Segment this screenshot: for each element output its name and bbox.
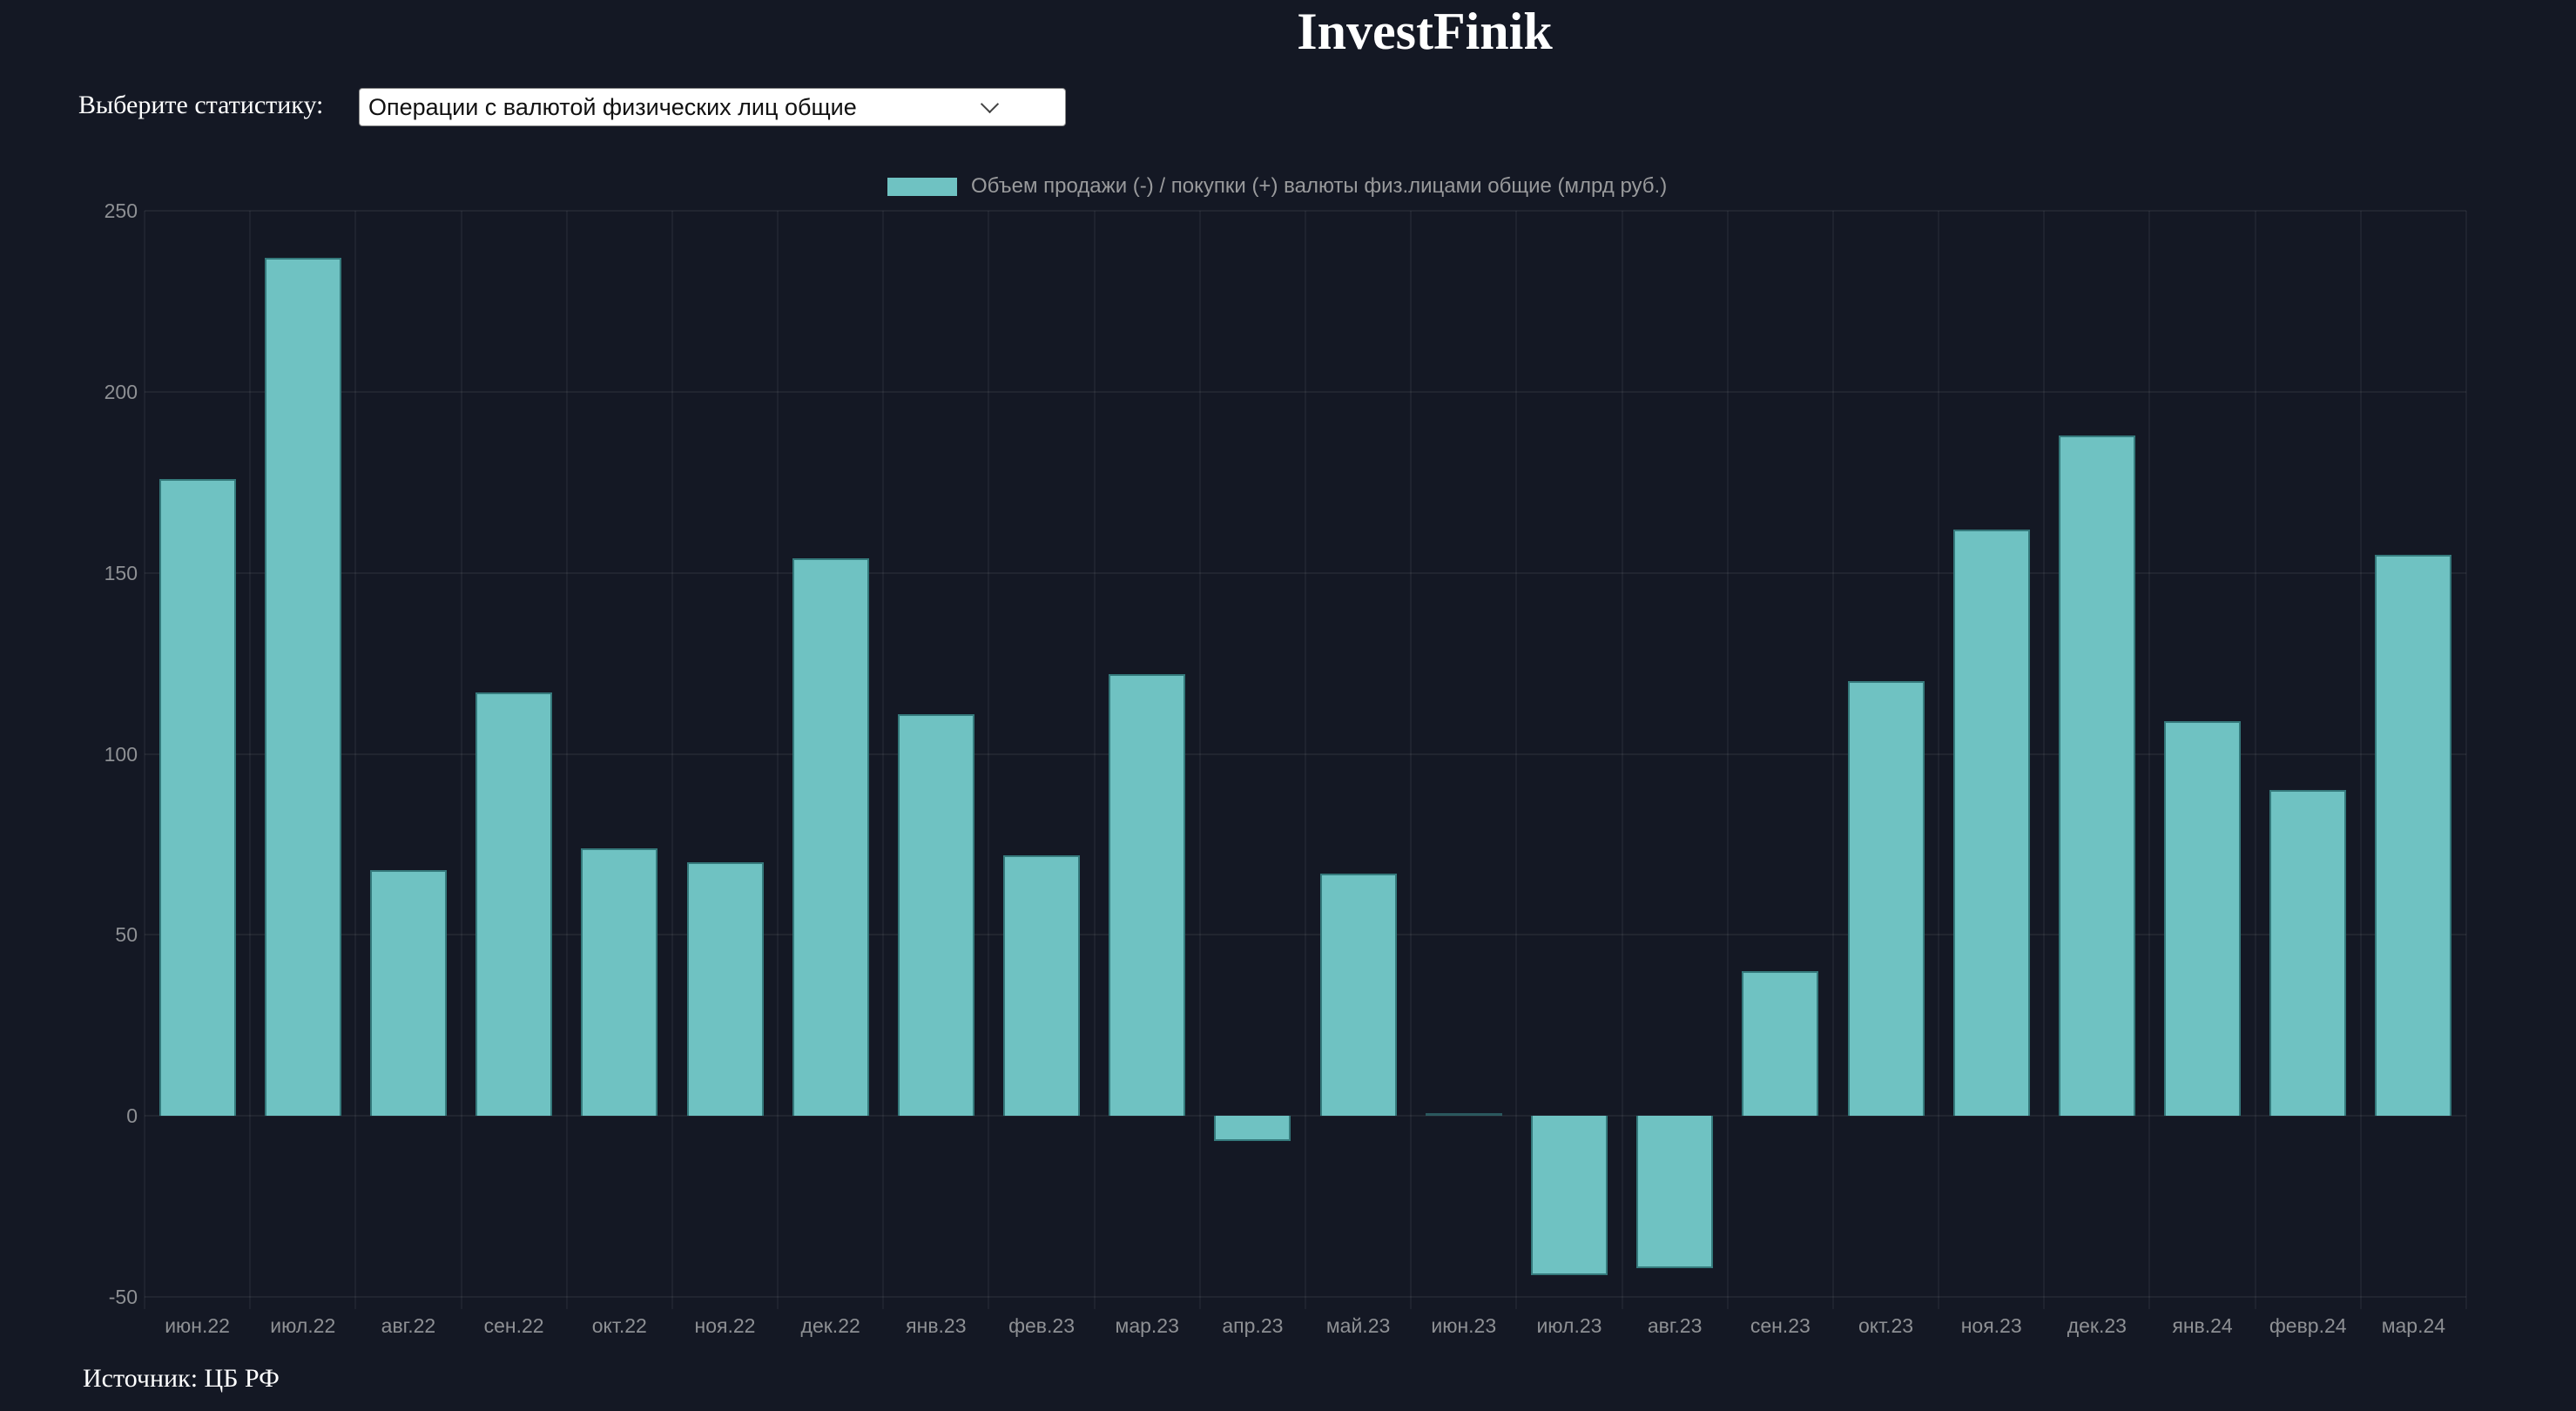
gridline-v — [1938, 211, 1940, 1309]
bar — [2269, 790, 2347, 1117]
bar — [1742, 970, 1819, 1117]
bar — [1952, 529, 2030, 1117]
x-axis-tick-label: фев.23 — [1008, 1314, 1075, 1337]
gridline-v — [1621, 211, 1623, 1309]
x-axis-tick-label: дек.22 — [800, 1314, 860, 1337]
bar — [1109, 674, 1186, 1117]
gridline-v — [1726, 211, 1729, 1309]
bar — [1425, 1113, 1502, 1117]
bar — [1847, 681, 1925, 1117]
x-axis-tick-label: сен.22 — [483, 1314, 544, 1337]
bar — [897, 713, 974, 1117]
page-title: InvestFinik — [1297, 3, 1553, 60]
x-axis-tick-label: сен.23 — [1750, 1314, 1811, 1337]
bar — [1636, 1116, 1714, 1268]
bar — [264, 258, 341, 1117]
x-axis-tick-label: февр.24 — [2269, 1314, 2347, 1337]
source-note: Источник: ЦБ РФ — [83, 1364, 280, 1393]
gridline-v — [671, 211, 673, 1309]
x-axis-tick-label: июн.22 — [165, 1314, 230, 1337]
x-axis-tick-label: май.23 — [1325, 1314, 1391, 1337]
gridline-v — [249, 211, 252, 1309]
gridline-v — [1093, 211, 1096, 1309]
y-axis-tick-label: 100 — [104, 742, 138, 766]
bar — [1319, 873, 1397, 1117]
bar — [1530, 1116, 1608, 1276]
bar — [792, 558, 869, 1117]
y-axis-tick-label: 250 — [104, 199, 138, 222]
gridline-v — [1305, 211, 1306, 1309]
bar — [1003, 854, 1081, 1117]
x-axis-tick-label: авг.22 — [381, 1314, 436, 1337]
gridline-v — [882, 211, 885, 1309]
gridline-v — [460, 211, 462, 1309]
gridline-v — [1515, 211, 1518, 1309]
x-axis-tick-label: окт.23 — [1858, 1314, 1914, 1337]
gridline-v — [2465, 211, 2467, 1309]
x-axis-tick-label: ноя.23 — [1960, 1314, 2022, 1337]
statistic-select[interactable]: Операции с валютой физических лиц общие — [359, 88, 1066, 126]
gridline-v — [144, 211, 145, 1309]
plot-area: 250 200 150 100 50 0 -50 июн.22 июл.22 авг.22 сен.… — [105, 199, 2467, 1337]
bar — [2164, 721, 2242, 1117]
bar — [581, 847, 658, 1117]
legend-swatch — [887, 177, 957, 196]
statistic-selector-label: Выберите статистику: — [78, 91, 324, 119]
bar-chart: 250 200 150 100 50 0 -50 июн.22 июл.22 авг.22 сен.… — [105, 199, 2467, 1337]
gridline-h — [145, 1296, 2466, 1298]
x-axis-tick-label: апр.23 — [1222, 1314, 1284, 1337]
y-axis-tick-label: 50 — [115, 923, 138, 947]
x-axis-tick-label: окт.22 — [591, 1314, 647, 1337]
x-axis-tick-label: мар.24 — [2381, 1314, 2446, 1337]
y-axis-tick-label: 150 — [104, 561, 138, 584]
x-axis-tick-label: янв.24 — [2172, 1314, 2233, 1337]
statistic-select-wrap: Операции с валютой физических лиц общие — [359, 88, 1066, 126]
x-axis-tick-label: июл.23 — [1536, 1314, 1602, 1337]
gridline-v — [988, 211, 990, 1309]
gridline-h — [145, 210, 2466, 212]
legend-label: Объем продажи (-) / покупки (+) валюты ф… — [971, 174, 1668, 198]
x-axis-tick-label: авг.23 — [1647, 1314, 1703, 1337]
gridline-h — [145, 1115, 2466, 1117]
x-axis-tick-label: дек.23 — [2067, 1314, 2127, 1337]
gridline-v — [354, 211, 357, 1309]
y-axis-tick-label: -50 — [108, 1286, 138, 1308]
gridline-h — [145, 934, 2466, 936]
bar — [1214, 1116, 1291, 1142]
y-axis-tick-label: 0 — [126, 1104, 138, 1128]
x-axis-tick-label: ноя.22 — [694, 1314, 756, 1337]
y-axis-tick-label: 200 — [104, 380, 138, 403]
gridline-v — [2359, 211, 2362, 1309]
bar — [686, 862, 764, 1117]
x-axis-tick-label: мар.23 — [1115, 1314, 1179, 1337]
gridline-v — [777, 211, 779, 1309]
bar — [475, 692, 553, 1117]
gridline-v — [1410, 211, 1413, 1309]
gridline-v — [2148, 211, 2151, 1309]
bar — [2058, 435, 2135, 1117]
gridline-v — [1198, 211, 1201, 1309]
gridline-h — [145, 753, 2466, 755]
gridline-v — [2043, 211, 2046, 1309]
bar — [2375, 554, 2452, 1117]
bar — [369, 869, 447, 1117]
x-axis-tick-label: июл.22 — [270, 1314, 336, 1337]
x-axis-tick-label: июн.23 — [1431, 1314, 1497, 1337]
gridline-h — [145, 571, 2466, 574]
bar — [158, 478, 236, 1117]
gridline-v — [565, 211, 568, 1309]
chart-legend[interactable]: Объем продажи (-) / покупки (+) валюты ф… — [887, 174, 1667, 199]
gridline-v — [2254, 211, 2256, 1309]
gridline-h — [145, 390, 2466, 393]
gridline-v — [1831, 211, 1834, 1309]
x-axis-tick-label: янв.23 — [906, 1314, 967, 1337]
